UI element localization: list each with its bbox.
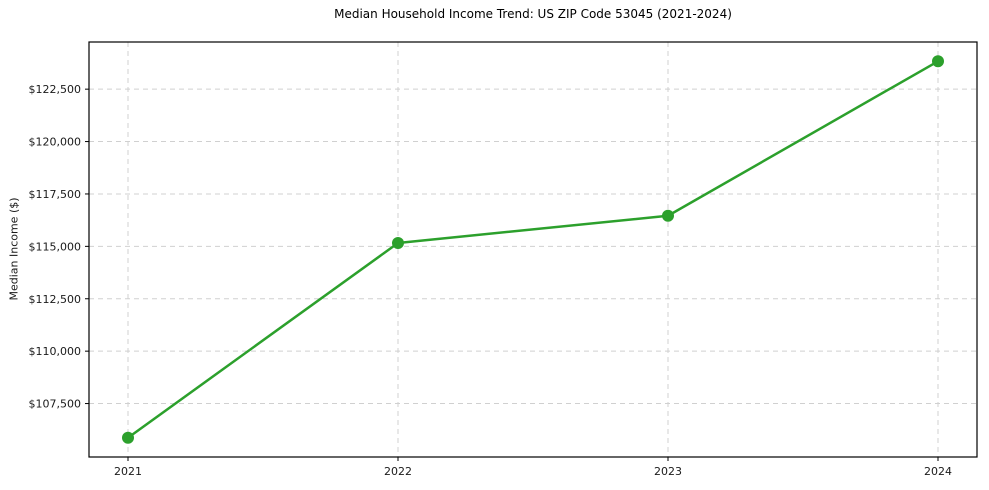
data-point (662, 209, 674, 222)
y-tick-label: $112,500 (29, 293, 82, 306)
y-axis-label: Median Income ($) (7, 197, 21, 301)
data-point (932, 55, 944, 68)
trend-line (126, 60, 940, 439)
plot-border (88, 41, 978, 458)
x-tick-label: 2022 (384, 465, 412, 478)
y-tick-label: $117,500 (29, 188, 82, 201)
x-tick-label: 2023 (654, 465, 682, 478)
x-tick-label: 2024 (924, 465, 952, 478)
y-tick-label: $110,000 (29, 345, 82, 358)
data-point (392, 237, 404, 250)
y-tick-label: $120,000 (29, 136, 82, 149)
x-tick-label: 2021 (114, 465, 142, 478)
y-tick-label: $122,500 (29, 83, 82, 96)
y-tick-label: $107,500 (29, 398, 82, 411)
y-tick-label: $115,000 (29, 240, 82, 253)
data-point (122, 431, 134, 444)
chart-title: Median Household Income Trend: US ZIP Co… (334, 7, 732, 21)
